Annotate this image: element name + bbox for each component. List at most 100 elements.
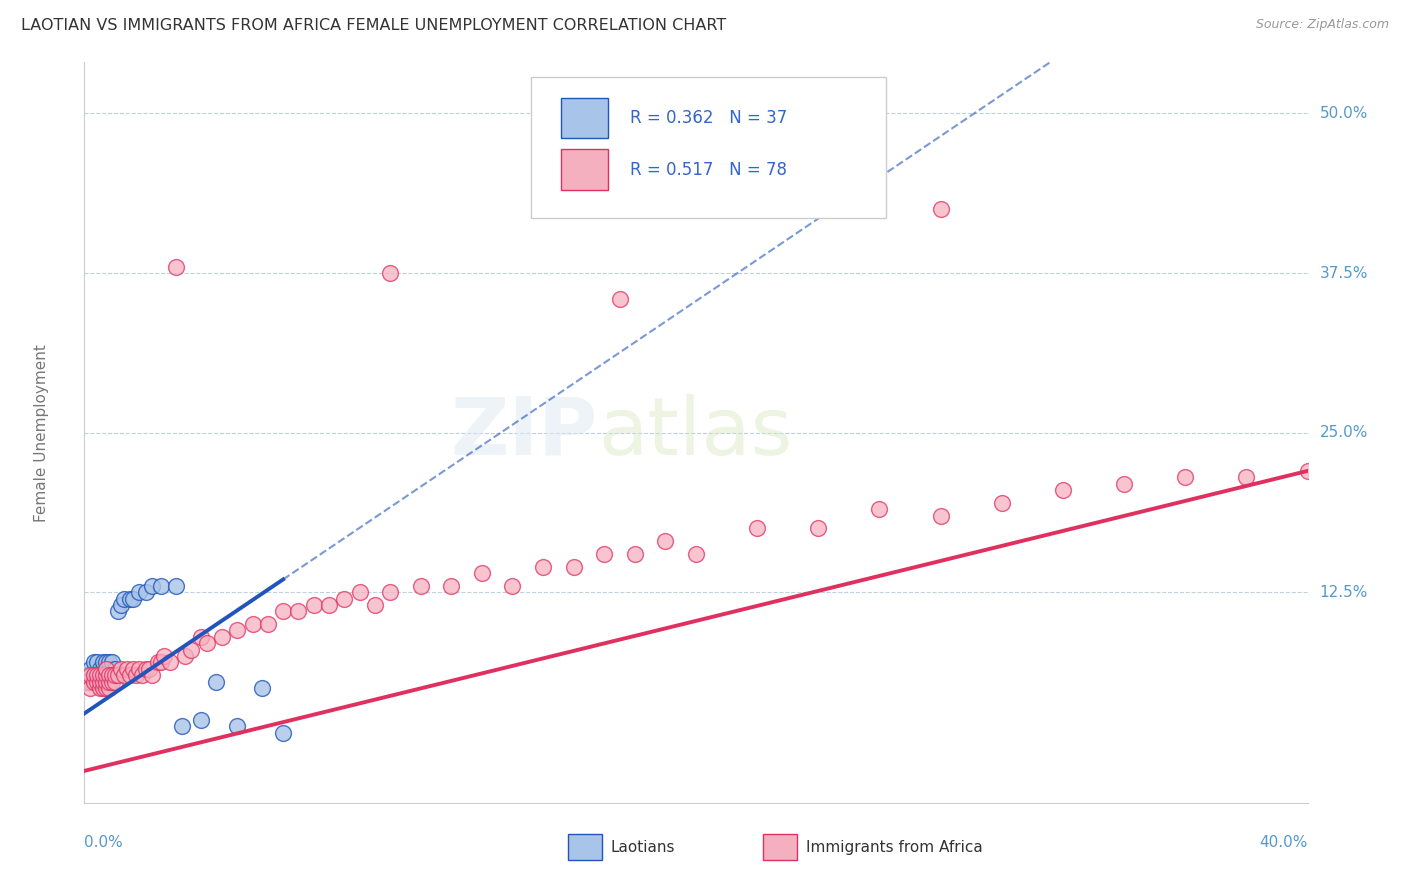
Point xyxy=(94,656,117,670)
Point xyxy=(104,668,127,682)
Point xyxy=(89,681,111,695)
Point xyxy=(104,674,127,689)
Point xyxy=(135,585,157,599)
Point xyxy=(91,668,114,682)
Text: 50.0%: 50.0% xyxy=(1320,106,1368,121)
Point xyxy=(79,662,101,676)
Text: 12.5%: 12.5% xyxy=(1320,584,1368,599)
Point xyxy=(1114,476,1136,491)
Point xyxy=(138,662,160,676)
Point xyxy=(86,668,108,682)
Point xyxy=(76,674,98,689)
Text: Laotians: Laotians xyxy=(610,839,675,855)
Point xyxy=(112,668,135,682)
Point xyxy=(101,668,124,682)
Point xyxy=(120,591,142,606)
Point xyxy=(83,656,105,670)
Point xyxy=(86,656,108,670)
Point xyxy=(97,656,120,670)
Point xyxy=(91,656,114,670)
Point xyxy=(112,591,135,606)
Bar xyxy=(561,150,607,190)
Point xyxy=(869,502,891,516)
Point xyxy=(205,674,228,689)
Point xyxy=(141,579,163,593)
Point xyxy=(91,681,114,695)
Text: R = 0.517   N = 78: R = 0.517 N = 78 xyxy=(630,161,787,178)
Point xyxy=(593,547,616,561)
Point xyxy=(929,202,952,217)
Text: Source: ZipAtlas.com: Source: ZipAtlas.com xyxy=(1256,18,1389,31)
Point xyxy=(79,674,101,689)
Point xyxy=(257,617,280,632)
Point xyxy=(1052,483,1074,497)
Point xyxy=(135,662,157,676)
Point xyxy=(79,681,101,695)
Point xyxy=(211,630,233,644)
Point xyxy=(654,534,676,549)
Point xyxy=(97,668,120,682)
Point xyxy=(91,662,114,676)
Point xyxy=(685,547,707,561)
Point xyxy=(149,579,172,593)
Point xyxy=(1236,470,1258,484)
Point xyxy=(242,617,264,632)
Point xyxy=(94,681,117,695)
Point xyxy=(94,668,117,682)
Text: atlas: atlas xyxy=(598,393,793,472)
Point xyxy=(440,579,463,593)
Point xyxy=(107,668,129,682)
Point xyxy=(122,591,145,606)
Point xyxy=(271,725,294,739)
Point xyxy=(128,662,150,676)
Point xyxy=(89,668,111,682)
Point xyxy=(380,266,402,280)
Point xyxy=(97,674,120,689)
Point xyxy=(190,713,212,727)
Text: R = 0.362   N = 37: R = 0.362 N = 37 xyxy=(630,109,787,127)
Text: Female Unemployment: Female Unemployment xyxy=(34,343,49,522)
Point xyxy=(562,559,585,574)
Point xyxy=(159,656,181,670)
Point xyxy=(97,681,120,695)
Text: 25.0%: 25.0% xyxy=(1320,425,1368,440)
Point xyxy=(122,662,145,676)
Point xyxy=(271,604,294,618)
Point xyxy=(94,662,117,676)
Point xyxy=(104,662,127,676)
Point xyxy=(107,604,129,618)
Point xyxy=(76,668,98,682)
Point xyxy=(190,630,212,644)
Text: 0.0%: 0.0% xyxy=(84,835,124,850)
Point xyxy=(333,591,356,606)
Point xyxy=(747,521,769,535)
Point xyxy=(97,662,120,676)
Point xyxy=(89,662,111,676)
Point xyxy=(101,656,124,670)
Point xyxy=(349,585,371,599)
Point xyxy=(302,598,325,612)
Point xyxy=(83,668,105,682)
Point xyxy=(409,579,432,593)
Point xyxy=(104,668,127,682)
Point xyxy=(131,668,153,682)
Point xyxy=(609,292,631,306)
Point xyxy=(250,681,273,695)
Point xyxy=(165,260,187,274)
Point xyxy=(165,579,187,593)
Point xyxy=(318,598,340,612)
Point xyxy=(115,662,138,676)
Point xyxy=(128,585,150,599)
Point xyxy=(101,662,124,676)
Point xyxy=(94,668,117,682)
Point xyxy=(83,668,105,682)
Bar xyxy=(561,97,607,138)
Point xyxy=(1174,470,1197,484)
Bar xyxy=(763,834,797,860)
Point xyxy=(110,662,132,676)
FancyBboxPatch shape xyxy=(531,78,886,218)
Point xyxy=(153,648,176,663)
Point xyxy=(94,662,117,676)
Text: LAOTIAN VS IMMIGRANTS FROM AFRICA FEMALE UNEMPLOYMENT CORRELATION CHART: LAOTIAN VS IMMIGRANTS FROM AFRICA FEMALE… xyxy=(21,18,727,33)
Point xyxy=(380,585,402,599)
